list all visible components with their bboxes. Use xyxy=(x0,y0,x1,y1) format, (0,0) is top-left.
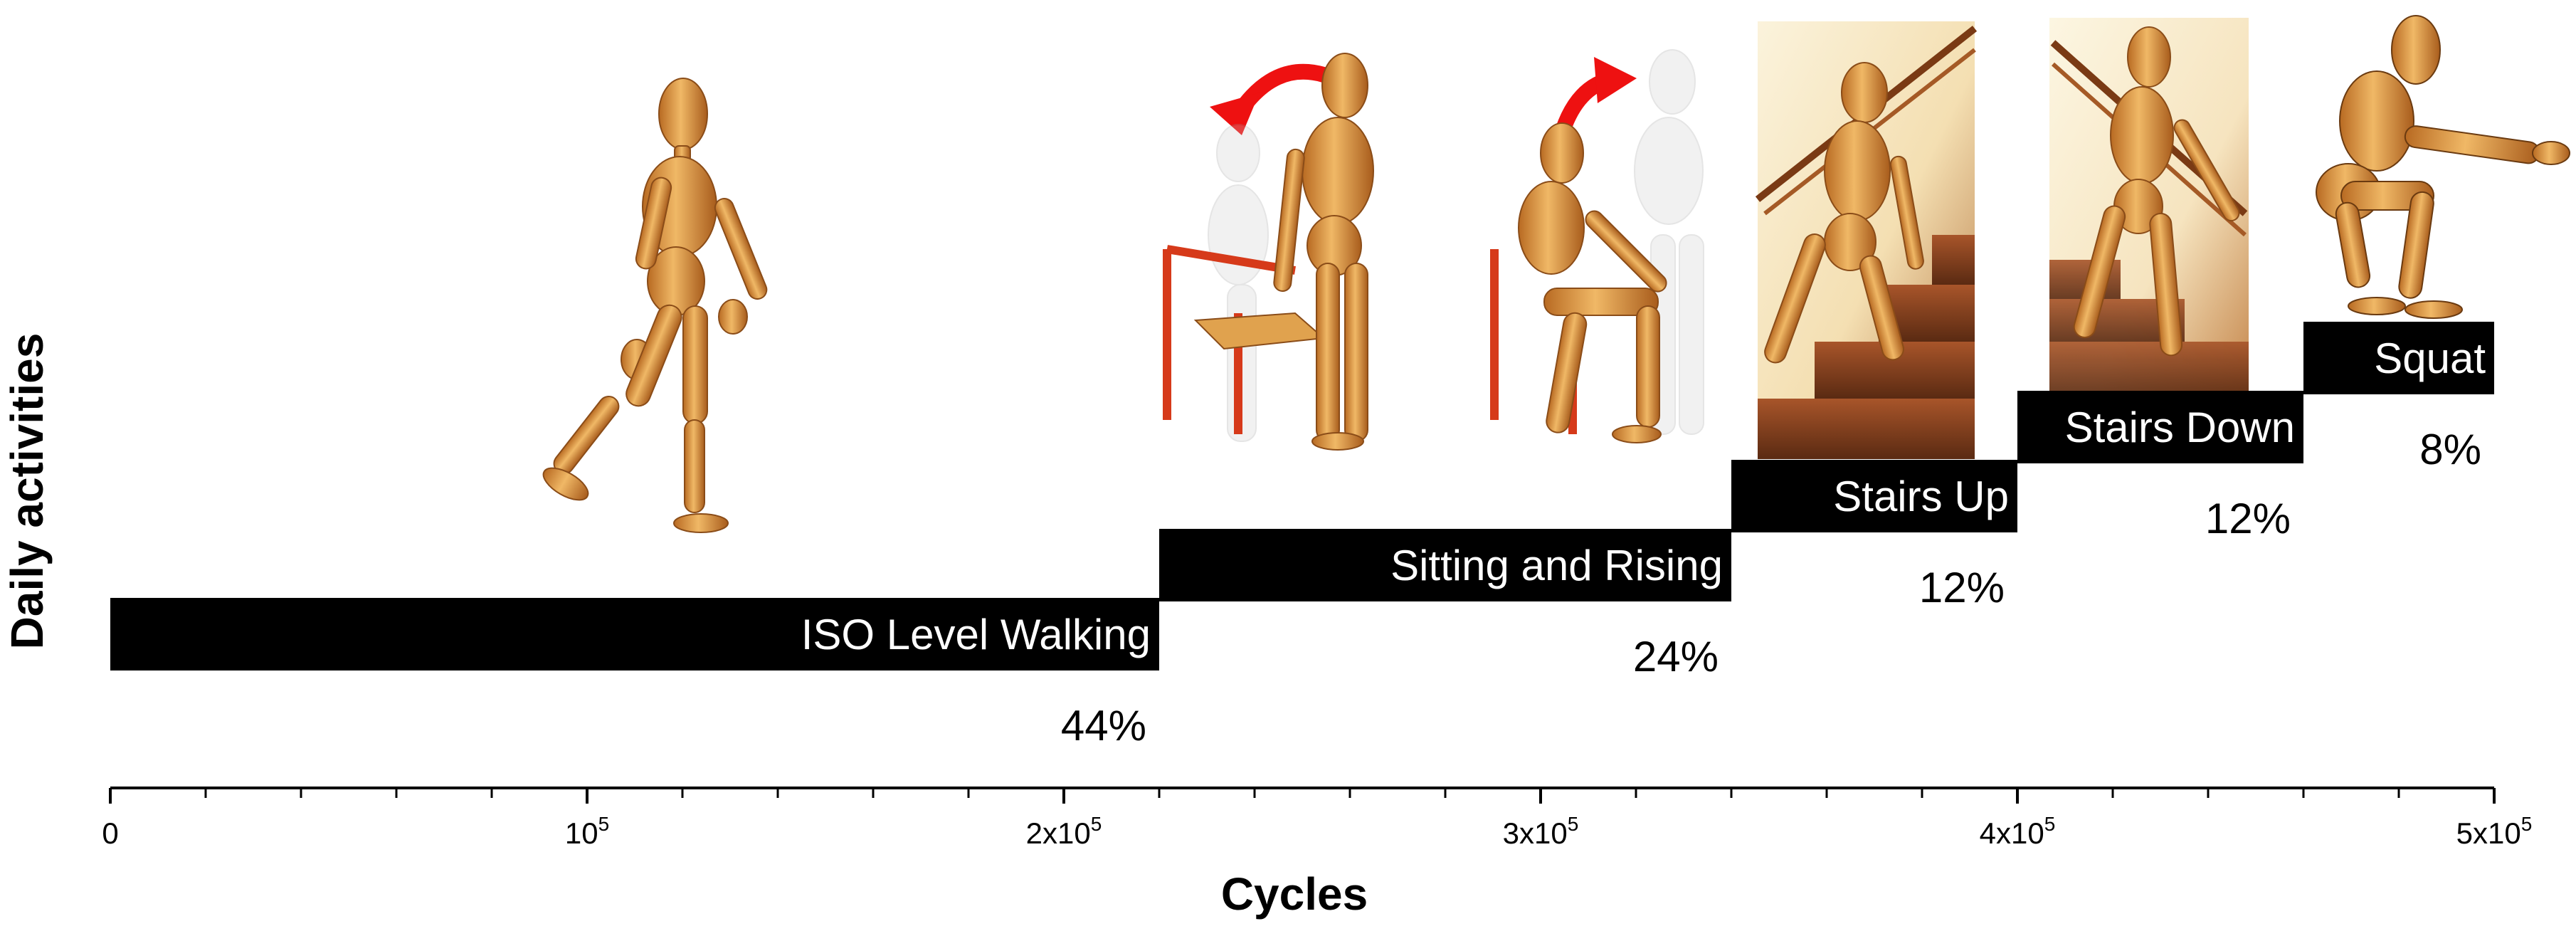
bar-1 xyxy=(1159,529,1731,601)
percent-label-0: 44% xyxy=(1061,702,1146,750)
percent-label-3: 12% xyxy=(2205,495,2291,542)
illustrations xyxy=(542,15,2570,533)
x-tick-label-4: 4x105 xyxy=(1980,813,2056,850)
x-tick-base: 10 xyxy=(565,816,598,850)
percent-label-4: 8% xyxy=(2419,426,2481,473)
stairs-down-photo xyxy=(2049,18,2249,395)
x-tick-base: 0 xyxy=(102,816,118,850)
x-axis-title: Cycles xyxy=(1221,868,1368,920)
bar-4 xyxy=(2303,322,2494,394)
bar-2 xyxy=(1731,460,2017,532)
x-tick-base: 2x10 xyxy=(1026,816,1091,850)
x-tick-exponent: 5 xyxy=(2044,813,2056,835)
x-tick-label-2: 2x105 xyxy=(1026,813,1102,850)
x-tick-base: 3x10 xyxy=(1503,816,1568,850)
bar-label-4: Squat xyxy=(2374,335,2486,382)
x-tick-exponent: 5 xyxy=(598,813,610,835)
y-axis-title: Daily activities xyxy=(1,333,53,650)
x-tick-label-1: 105 xyxy=(565,813,609,850)
x-tick-label-3: 3x105 xyxy=(1503,813,1579,850)
squat-figure xyxy=(2316,15,2570,319)
bar-label-2: Stairs Up xyxy=(1833,473,2009,520)
percent-label-2: 12% xyxy=(1919,564,2005,611)
bar-label-1: Sitting and Rising xyxy=(1390,542,1723,589)
x-axis: 0 105 2x105 3x105 4x105 5x105 xyxy=(102,787,2533,850)
x-tick-base: 4x10 xyxy=(1980,816,2044,850)
bar-3 xyxy=(2017,391,2303,463)
x-tick-exponent: 5 xyxy=(2521,813,2533,835)
x-tick-exponent: 5 xyxy=(1568,813,1579,835)
bar-0 xyxy=(110,598,1159,671)
walking-figure xyxy=(542,78,768,533)
bar-label-3: Stairs Down xyxy=(2065,404,2295,451)
x-tick-label-0: 0 xyxy=(102,816,118,850)
activity-bars: ISO Level Walking 44% Sitting and Rising 24… xyxy=(110,322,2494,750)
x-tick-exponent: 5 xyxy=(1091,813,1102,835)
percent-label-1: 24% xyxy=(1633,633,1719,680)
x-tick-base: 5x10 xyxy=(2456,816,2521,850)
sitting-figure xyxy=(1490,49,1704,443)
rising-figure xyxy=(1163,53,1374,451)
x-tick-label-5: 5x105 xyxy=(2456,813,2533,850)
bar-label-0: ISO Level Walking xyxy=(801,611,1151,658)
stairs-up-photo xyxy=(1755,21,1978,459)
